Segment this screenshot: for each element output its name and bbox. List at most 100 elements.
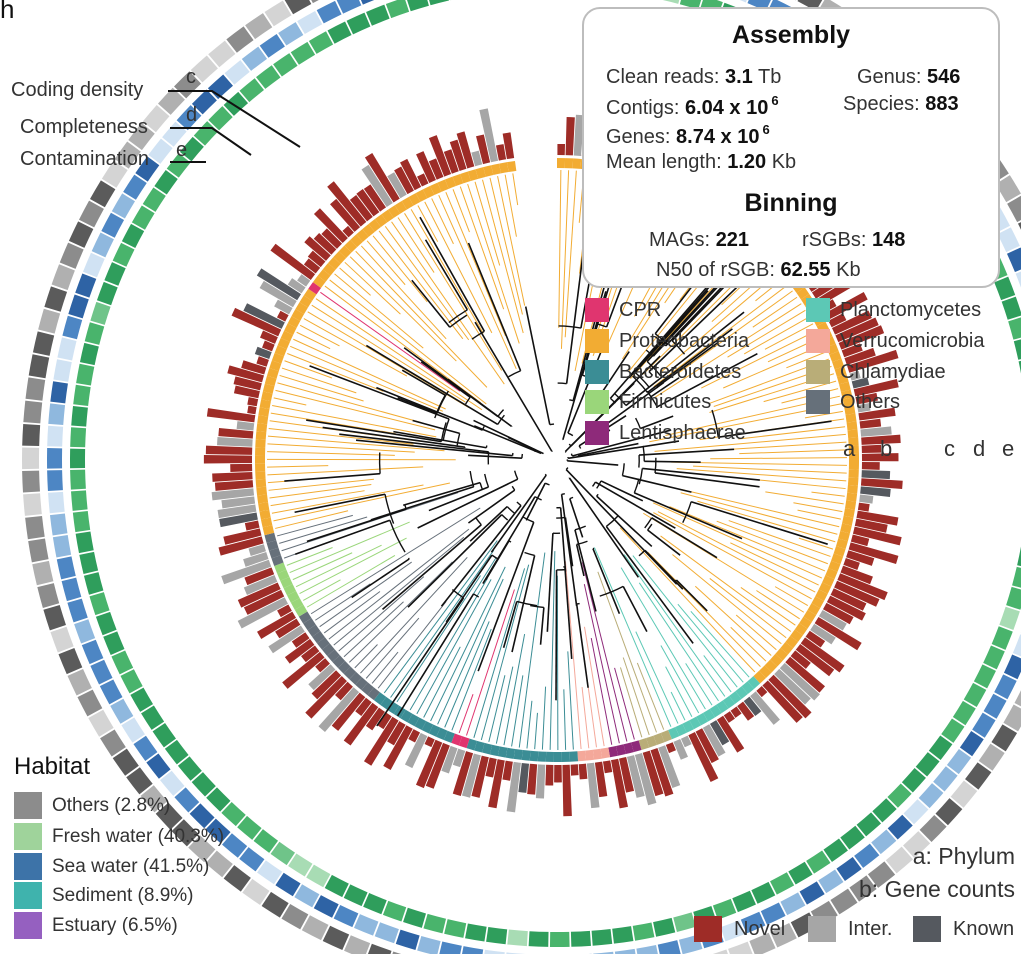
tree-tip — [459, 186, 505, 310]
gene-count-bar — [221, 496, 256, 509]
contigs-stat: Contigs: 6.04 x 10 6 — [606, 93, 779, 120]
gene-count-bar — [824, 292, 868, 320]
phylum-cell — [332, 655, 346, 668]
tree-tip — [310, 507, 481, 615]
phylum-cell — [822, 575, 835, 587]
tree-tip — [344, 261, 401, 315]
gene-count-bar — [673, 739, 688, 760]
tree-tip — [355, 250, 488, 388]
phylum-cell — [368, 219, 381, 232]
phylum-cell — [838, 530, 850, 542]
phylum-cell — [846, 492, 858, 502]
tree-arc — [479, 482, 484, 490]
contamination-ring-cell — [25, 515, 45, 540]
gene-count-bar — [859, 494, 874, 504]
coding-density-ring-cell — [71, 490, 88, 511]
coding-density-ring-cell — [76, 363, 95, 386]
gene-count-bar — [814, 616, 862, 651]
habitat-item-fresh-water: Fresh water (40.3%) — [14, 823, 274, 850]
gene-count-bar — [257, 611, 297, 639]
habitat-title: Habitat — [14, 753, 91, 780]
tree-tip — [489, 177, 523, 315]
gene-count-bar — [594, 761, 608, 798]
mags-label: MAGs: — [649, 229, 711, 251]
phylum-cell — [260, 517, 273, 528]
clean-reads-stat: Clean reads: 3.1 Tb — [606, 66, 781, 89]
phylum-cell — [585, 749, 595, 761]
tree-tip — [293, 338, 446, 410]
tree-branch — [467, 242, 522, 372]
completeness-leader — [170, 127, 252, 156]
tree-tip — [354, 644, 378, 669]
tree-branch — [560, 494, 578, 607]
coding-density-ring-cell — [366, 4, 390, 26]
contamination-ring-cell — [885, 846, 913, 874]
tree-branch — [564, 566, 573, 659]
coding-density-ring-cell — [712, 898, 737, 920]
habitat-swatch — [14, 823, 42, 850]
contamination-ring-cell — [830, 888, 858, 915]
phylum-cell — [327, 257, 341, 270]
tree-branch — [490, 474, 547, 553]
gene-count-bar — [313, 208, 348, 244]
tree-tip — [511, 675, 524, 747]
gene-count-bar — [838, 325, 885, 350]
phylum-cell — [257, 494, 269, 504]
gene-count-bar — [565, 117, 575, 156]
coding-density-ring-cell — [327, 21, 352, 44]
gene-count-bar — [254, 346, 272, 360]
gene-count-bar — [790, 650, 811, 669]
phylum-cell — [374, 214, 388, 228]
gene-count-bar — [408, 729, 421, 743]
tree-branch — [647, 529, 681, 556]
completeness-ring-cell — [67, 598, 88, 623]
tree-arc — [682, 501, 692, 523]
tree-arc — [671, 340, 686, 355]
coding-density-ring-cell — [770, 872, 795, 895]
tree-tip — [458, 694, 474, 734]
tree-tip — [397, 217, 435, 273]
coding-density-ring-cell — [385, 0, 410, 19]
coding-density-ring-cell — [256, 65, 281, 89]
gene-count-bar — [212, 471, 253, 482]
gene-count-bar — [810, 623, 836, 645]
tree-tip — [445, 191, 506, 336]
tree-arc — [544, 482, 550, 486]
phylum-cell — [553, 751, 562, 763]
gene-count-bar — [282, 651, 325, 689]
contamination-ring-cell — [749, 932, 776, 954]
gene-count-bar — [400, 158, 422, 191]
rsgbs-stat: rSGBs: 148 — [802, 229, 905, 252]
gene-count-bar — [535, 764, 546, 799]
phylum-cell — [408, 193, 421, 206]
contamination-ring-cell — [43, 605, 66, 631]
phylum-cell — [653, 732, 665, 746]
coding-density-ring-cell — [662, 0, 680, 4]
tree-tip — [270, 490, 365, 507]
phylum-cell — [848, 437, 859, 446]
habitat-swatch — [14, 882, 42, 909]
contamination-ring-cell — [101, 160, 128, 188]
gene-count-bar — [853, 379, 899, 397]
phylum-cell — [696, 712, 709, 726]
phylum-cell — [322, 263, 336, 276]
gene-count-bar — [417, 173, 429, 187]
gene-count-bar — [702, 724, 726, 757]
gene-count-key-label: b: Gene counts — [859, 876, 1015, 902]
phylum-cell — [355, 677, 368, 691]
tree-tip — [763, 380, 837, 403]
coding-density-ring-cell — [915, 752, 940, 777]
phylum-cell — [380, 696, 393, 710]
completeness-ring-cell — [47, 448, 63, 469]
phylum-cell — [790, 629, 803, 642]
contamination-ring-cell — [849, 875, 877, 902]
completeness-ring-cell — [336, 0, 362, 14]
tree-tip — [360, 556, 468, 674]
tree-tip — [693, 465, 847, 474]
habitat-label: Others (2.8%) — [52, 795, 171, 816]
phylum-cell — [505, 747, 516, 759]
completeness-key: d — [186, 104, 198, 126]
tree-tip — [703, 655, 732, 693]
coding-density-ring-cell — [84, 322, 105, 345]
coding-density-ring-cell — [112, 242, 135, 267]
